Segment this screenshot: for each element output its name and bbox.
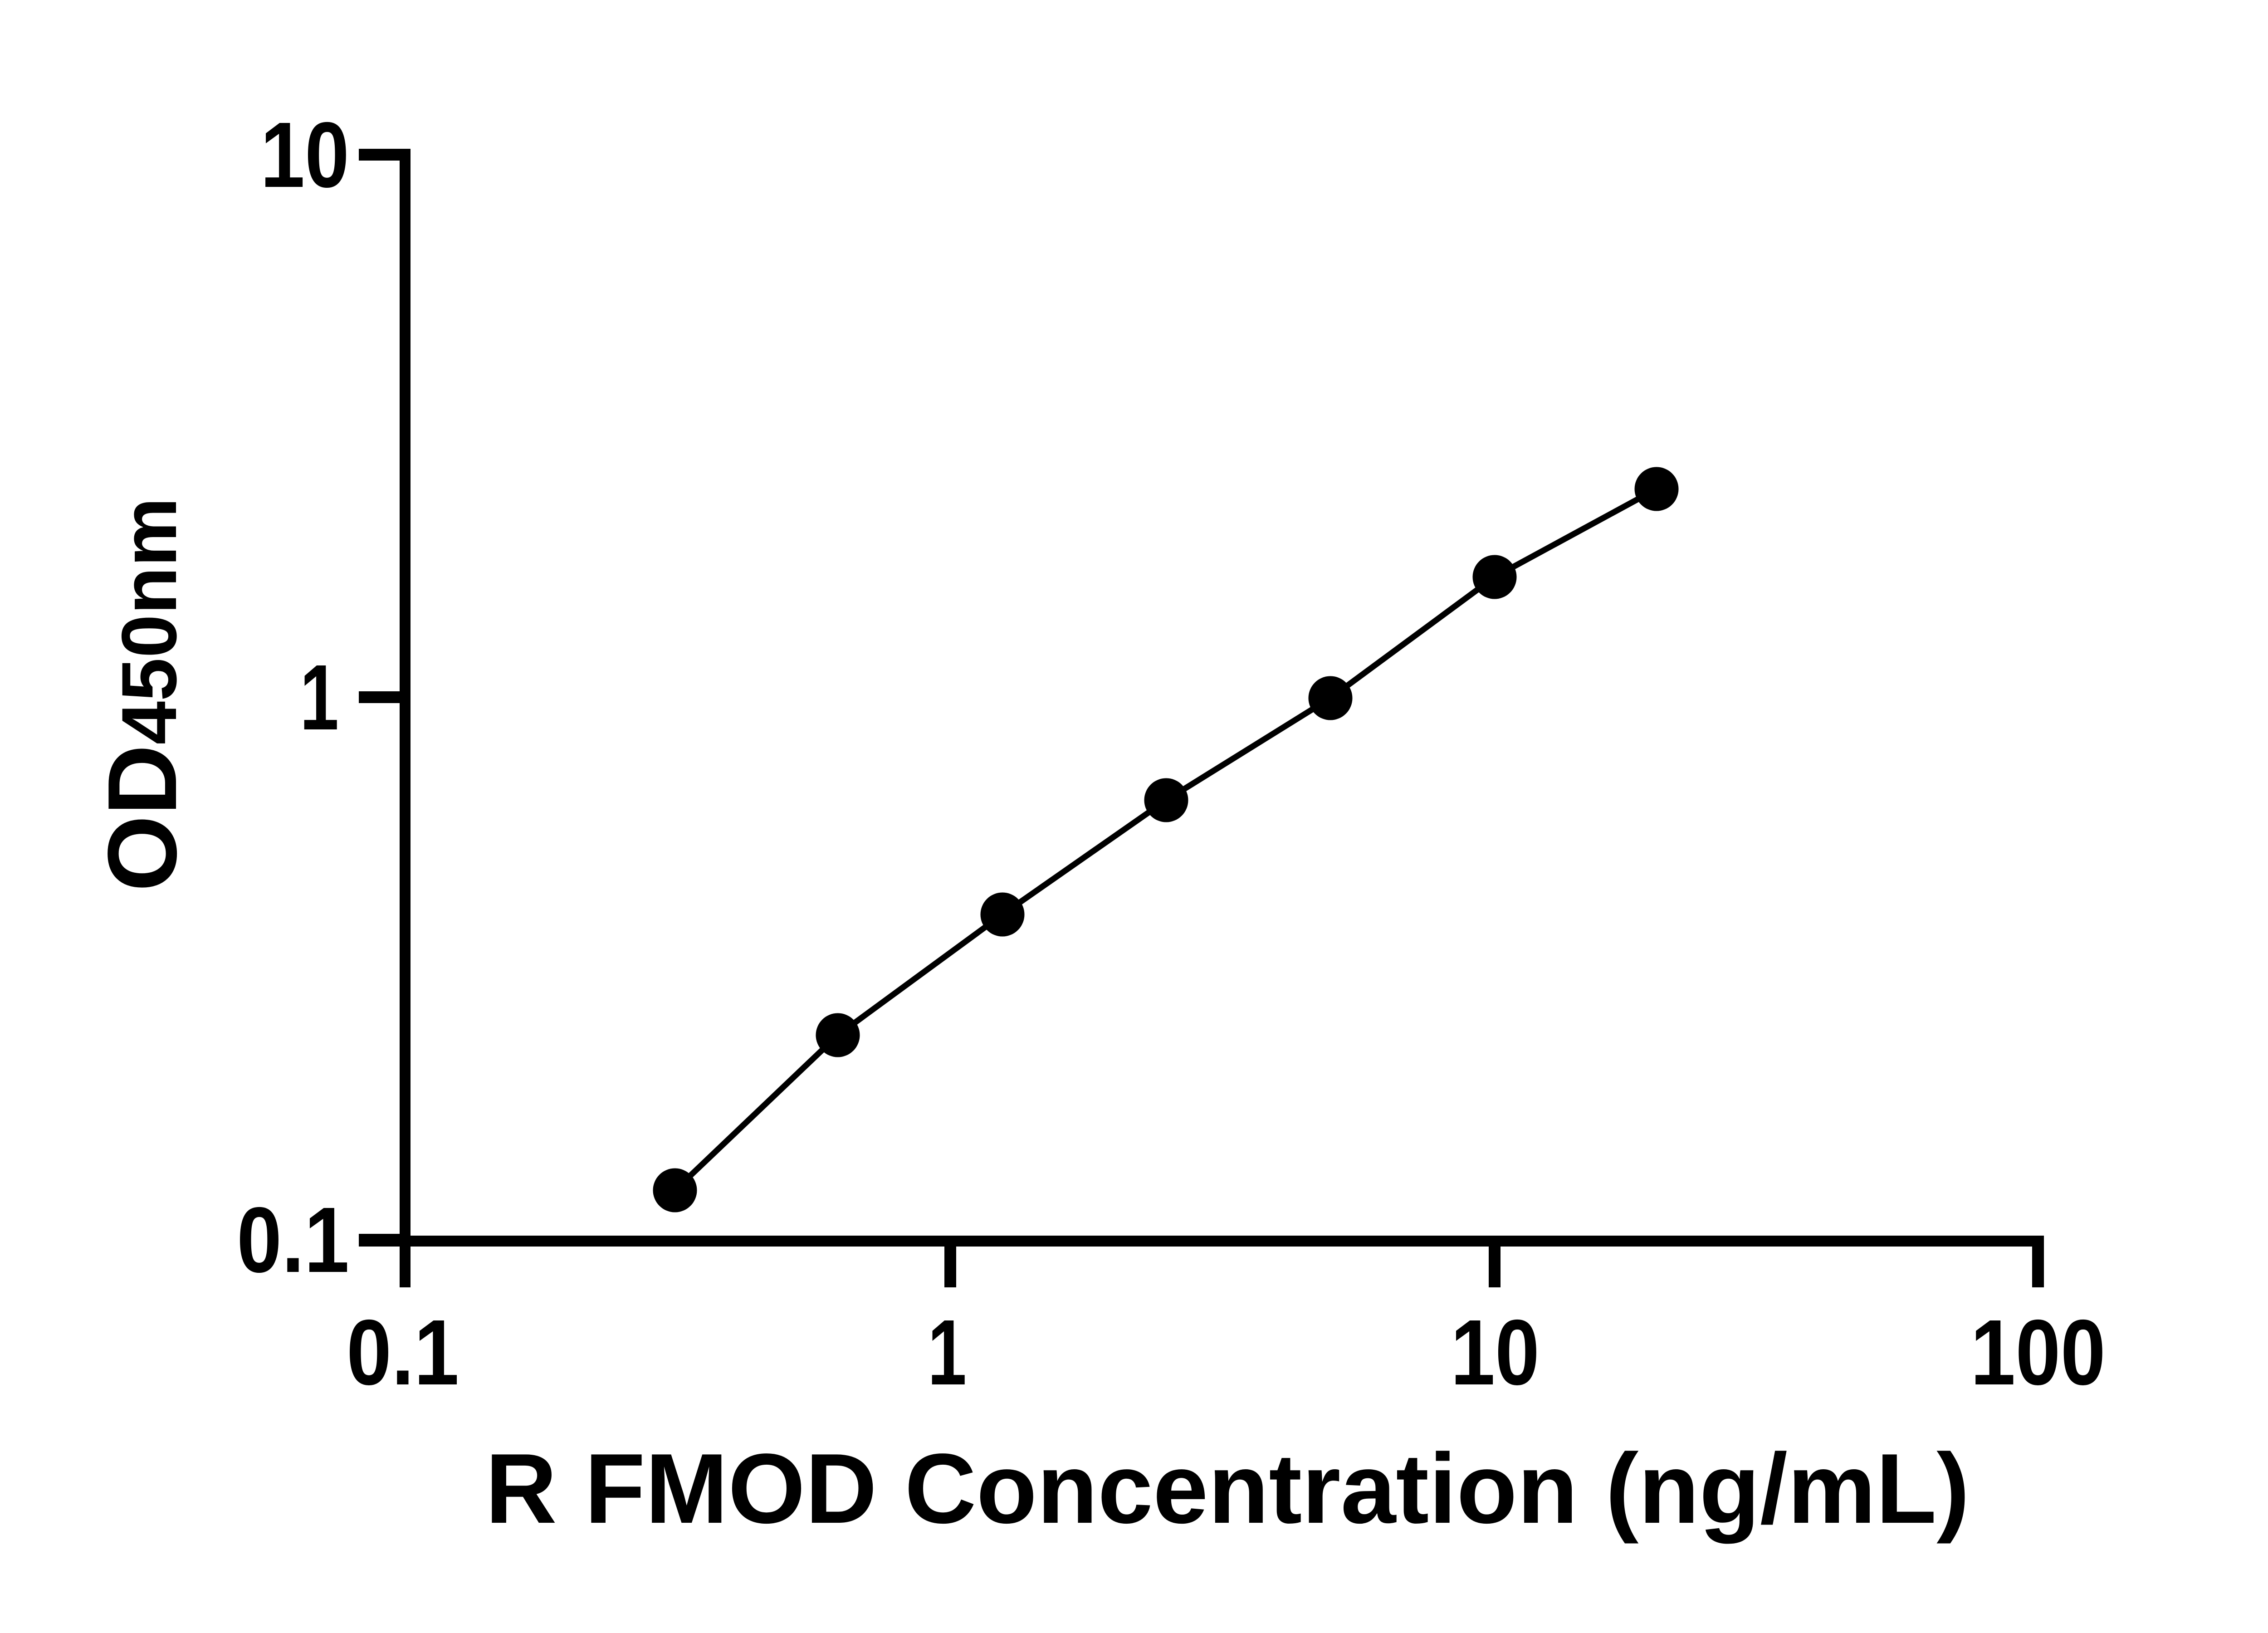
svg-text:1: 1 — [928, 1301, 967, 1404]
svg-text:0.1: 0.1 — [347, 1301, 459, 1404]
svg-text:OD450nm: OD450nm — [87, 498, 197, 892]
svg-text:10: 10 — [1451, 1301, 1540, 1404]
svg-text:R FMOD Concentration (ng/mL): R FMOD Concentration (ng/mL) — [485, 1433, 1970, 1544]
svg-text:10: 10 — [260, 103, 349, 207]
svg-text:1: 1 — [300, 645, 339, 749]
svg-text:100: 100 — [1970, 1301, 2106, 1404]
svg-text:0.1: 0.1 — [237, 1188, 349, 1292]
